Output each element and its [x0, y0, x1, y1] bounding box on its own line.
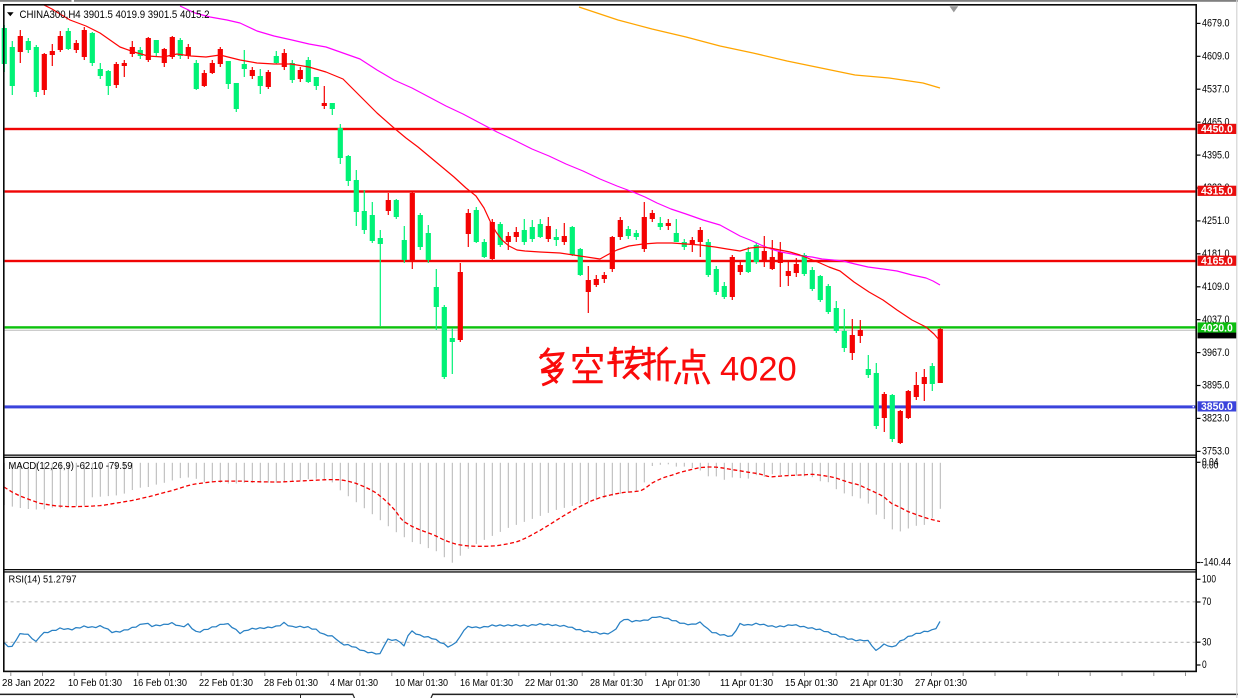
svg-text:RSI(14) 51.2797: RSI(14) 51.2797 — [9, 575, 77, 586]
svg-text:4679.0: 4679.0 — [1202, 18, 1230, 30]
svg-text:0.00: 0.00 — [1202, 460, 1218, 472]
svg-text:70: 70 — [1202, 596, 1211, 608]
svg-text:27 Apr 01:30: 27 Apr 01:30 — [915, 678, 967, 689]
svg-text:4020.0: 4020.0 — [1201, 322, 1233, 334]
svg-text:21 Apr 01:30: 21 Apr 01:30 — [850, 678, 903, 689]
svg-text:CHINA300,H4 3901.5 4019.9 390: CHINA300,H4 3901.5 4019.9 3901.5 4015.2 — [20, 9, 210, 21]
svg-text:10 Mar 01:30: 10 Mar 01:30 — [395, 678, 448, 689]
svg-text:28 Jan 2022: 28 Jan 2022 — [2, 678, 55, 689]
svg-text:4395.0: 4395.0 — [1202, 149, 1230, 161]
svg-text:4465.0: 4465.0 — [1202, 116, 1230, 128]
svg-text:22 Feb 01:30: 22 Feb 01:30 — [199, 678, 253, 689]
svg-text:0.04: 0.04 — [1202, 457, 1218, 469]
svg-text:4315.0: 4315.0 — [1201, 186, 1233, 198]
svg-text:15 Apr 01:30: 15 Apr 01:30 — [785, 678, 838, 689]
svg-text:3895.0: 3895.0 — [1202, 380, 1230, 392]
svg-text:4537.0: 4537.0 — [1202, 83, 1230, 95]
svg-text:22 Mar 01:30: 22 Mar 01:30 — [525, 678, 578, 689]
svg-text:0: 0 — [1202, 659, 1207, 671]
svg-text:4609.0: 4609.0 — [1202, 51, 1230, 63]
svg-text:4020: 4020 — [720, 351, 797, 389]
svg-text:3753.0: 3753.0 — [1202, 446, 1230, 458]
svg-text:4450.0: 4450.0 — [1201, 124, 1233, 136]
svg-text:4 Mar 01:30: 4 Mar 01:30 — [330, 678, 378, 689]
svg-text:3850.0: 3850.0 — [1201, 401, 1233, 413]
svg-text:4109.0: 4109.0 — [1202, 281, 1230, 293]
svg-text:16 Feb 01:30: 16 Feb 01:30 — [133, 678, 187, 689]
svg-text:11 Apr 01:30: 11 Apr 01:30 — [720, 678, 773, 689]
svg-text:16 Mar 01:30: 16 Mar 01:30 — [460, 678, 513, 689]
svg-text:1 Apr 01:30: 1 Apr 01:30 — [655, 678, 700, 689]
svg-text:4251.0: 4251.0 — [1202, 215, 1230, 227]
svg-text:100: 100 — [1202, 574, 1216, 586]
svg-text:30: 30 — [1202, 636, 1211, 648]
svg-text:3823.0: 3823.0 — [1202, 413, 1230, 425]
svg-text:MACD(12,26,9) -62.10 -79.59: MACD(12,26,9) -62.10 -79.59 — [9, 461, 133, 472]
svg-text:28 Feb 01:30: 28 Feb 01:30 — [264, 678, 318, 689]
svg-text:28 Mar 01:30: 28 Mar 01:30 — [590, 678, 643, 689]
svg-text:10 Feb 01:30: 10 Feb 01:30 — [68, 678, 122, 689]
svg-text:-140.44: -140.44 — [1201, 557, 1232, 569]
svg-text:3967.0: 3967.0 — [1202, 347, 1230, 359]
svg-text:4165.0: 4165.0 — [1201, 256, 1233, 268]
